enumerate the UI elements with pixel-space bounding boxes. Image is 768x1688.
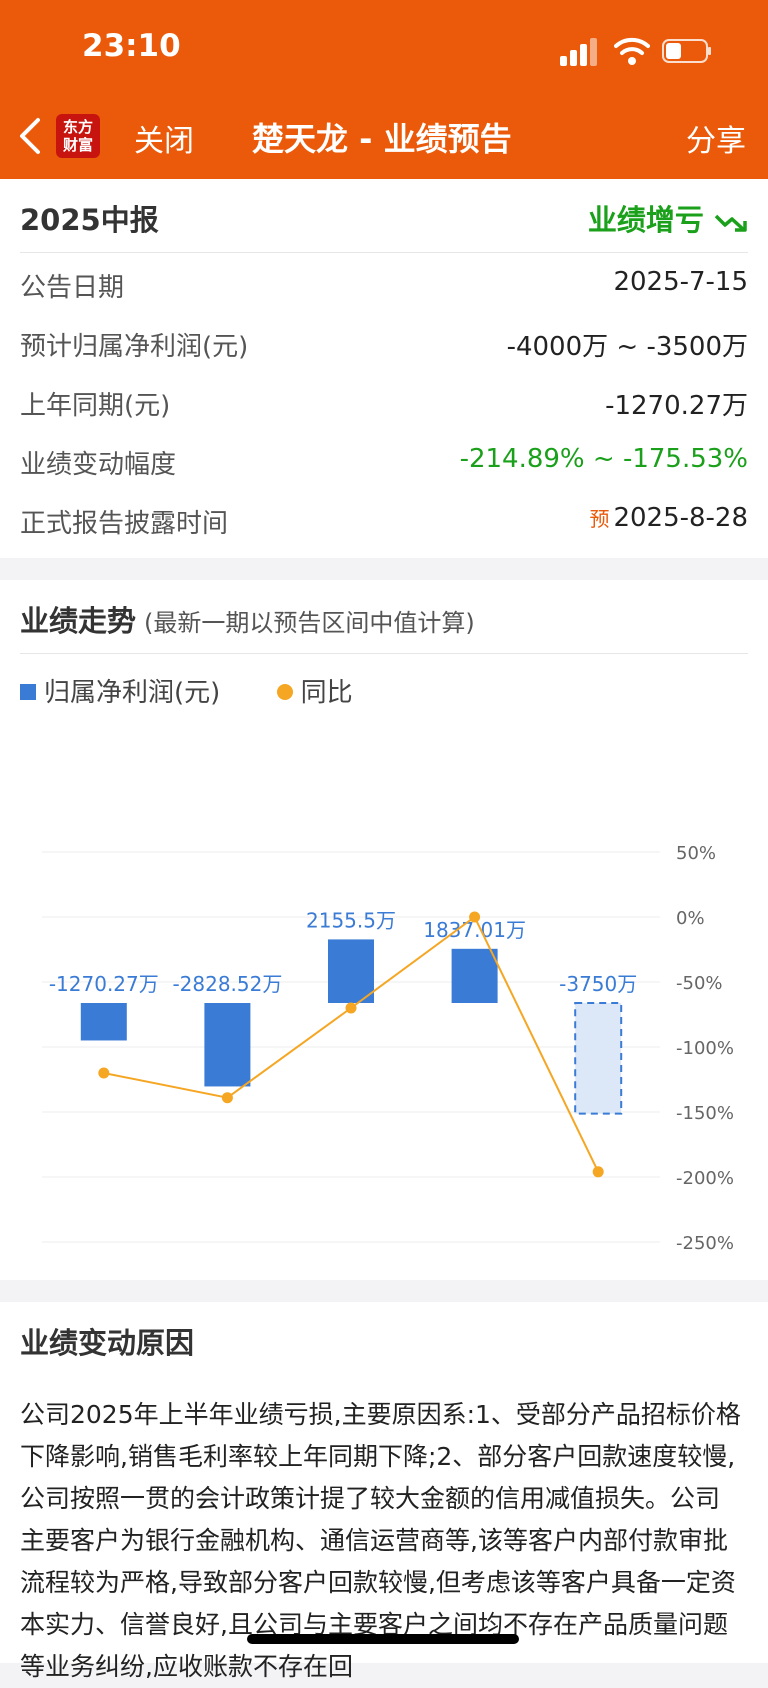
forecast-bar bbox=[574, 1002, 623, 1115]
right-axis-tick: 50% bbox=[676, 843, 716, 864]
row-value: -1270.27万 bbox=[605, 391, 748, 421]
right-axis-tick: -100% bbox=[676, 1038, 734, 1059]
back-arrow-icon[interactable] bbox=[16, 116, 46, 156]
right-axis-tick: -250% bbox=[676, 1233, 734, 1254]
row-label: 正式报告披露时间 bbox=[20, 509, 229, 539]
home-indicator bbox=[247, 1634, 519, 1644]
app-header: 23:10 东方 财富 关闭 楚天龙 - 业绩预告 分享 bbox=[0, 0, 768, 179]
row-announce-date: 公告日期 2025-7-15 bbox=[20, 259, 748, 309]
reason-card: 业绩变动原因 公司2025年上半年业绩亏损,主要原因系:1、受部分产品招标价格下… bbox=[0, 1302, 768, 1681]
trend-down-icon bbox=[714, 214, 747, 232]
trend-title-text: 业绩走势 bbox=[20, 604, 137, 638]
bar-value-label: -1270.27万 bbox=[49, 972, 159, 996]
bar-value-label: 2155.5万 bbox=[306, 908, 396, 932]
bar-value-label: -3750万 bbox=[559, 972, 637, 996]
yoy-point bbox=[345, 1002, 357, 1014]
trend-card: 业绩走势 (最新一期以预告区间中值计算) 归属净利润(元) 同比 50% 0% -50… bbox=[0, 580, 768, 1280]
legend-bar-swatch bbox=[20, 684, 36, 700]
right-axis-tick: -150% bbox=[676, 1103, 734, 1124]
app-logo: 东方 财富 bbox=[56, 114, 100, 158]
yoy-point bbox=[221, 1092, 233, 1104]
bar bbox=[328, 939, 374, 1003]
forecast-summary-card: 2025中报 业绩增亏 公告日期 2025-7-15 预计归属净利润(元) -4… bbox=[0, 179, 768, 558]
wifi-icon bbox=[614, 37, 650, 65]
yoy-point bbox=[592, 1166, 604, 1178]
legend-line-label: 同比 bbox=[300, 678, 353, 708]
row-value: -4000万 ~ -3500万 bbox=[506, 332, 748, 362]
row-label: 预计归属净利润(元) bbox=[20, 332, 249, 362]
bar bbox=[80, 1003, 127, 1041]
chart-legend: 归属净利润(元) 同比 bbox=[20, 672, 353, 709]
share-button[interactable]: 分享 bbox=[686, 124, 746, 159]
disclosure-date: 2025-8-28 bbox=[613, 503, 748, 533]
trend-chart: 50%0%-50%-100%-150%-200%-250%-1270.27万20… bbox=[42, 843, 734, 1254]
divider bbox=[20, 653, 748, 654]
close-button[interactable]: 关闭 bbox=[134, 124, 194, 159]
status-time: 23:10 bbox=[82, 28, 181, 64]
row-value: 2025-7-15 bbox=[613, 267, 748, 297]
divider bbox=[20, 252, 748, 253]
row-change-range: 业绩变动幅度 -214.89% ~ -175.53% bbox=[20, 436, 748, 486]
logo-line2: 财富 bbox=[62, 136, 93, 154]
logo-line1: 东方 bbox=[62, 118, 93, 136]
performance-tag: 业绩增亏 bbox=[588, 197, 748, 239]
bar bbox=[451, 948, 498, 1003]
report-period-title: 2025中报 bbox=[20, 203, 159, 237]
yoy-point bbox=[469, 911, 481, 923]
right-axis-tick: 0% bbox=[676, 908, 705, 929]
bar bbox=[204, 1003, 251, 1087]
battery-icon bbox=[662, 39, 711, 63]
reason-title: 业绩变动原因 bbox=[20, 1326, 195, 1360]
row-expected-profit: 预计归属净利润(元) -4000万 ~ -3500万 bbox=[20, 318, 748, 368]
bar-value-label: -2828.52万 bbox=[172, 972, 282, 996]
right-axis-tick: -200% bbox=[676, 1168, 734, 1189]
yoy-point bbox=[98, 1067, 110, 1079]
legend-bar-label: 归属净利润(元) bbox=[44, 678, 221, 708]
nav-bar: 东方 财富 关闭 楚天龙 - 业绩预告 分享 bbox=[0, 110, 768, 162]
row-label: 上年同期(元) bbox=[20, 391, 171, 421]
forecast-badge: 预 bbox=[589, 507, 610, 531]
cellular-signal-icon bbox=[560, 38, 597, 66]
row-value: 预 2025-8-28 bbox=[589, 503, 748, 533]
performance-tag-label: 业绩增亏 bbox=[587, 203, 704, 237]
trend-subtitle: (最新一期以预告区间中值计算) bbox=[144, 609, 475, 637]
reason-text: 公司2025年上半年业绩亏损,主要原因系:1、受部分产品招标价格下降影响,销售毛… bbox=[20, 1400, 741, 1681]
row-label: 业绩变动幅度 bbox=[20, 450, 177, 480]
row-last-year: 上年同期(元) -1270.27万 bbox=[20, 377, 748, 427]
right-axis-tick: -50% bbox=[676, 973, 723, 994]
row-value: -214.89% ~ -175.53% bbox=[459, 444, 748, 474]
row-disclosure-date: 正式报告披露时间 预 2025-8-28 bbox=[20, 495, 748, 545]
page-title: 楚天龙 - 业绩预告 bbox=[252, 120, 512, 158]
legend-line-swatch bbox=[276, 684, 293, 700]
row-label: 公告日期 bbox=[20, 273, 125, 303]
trend-title: 业绩走势 (最新一期以预告区间中值计算) bbox=[20, 598, 475, 640]
